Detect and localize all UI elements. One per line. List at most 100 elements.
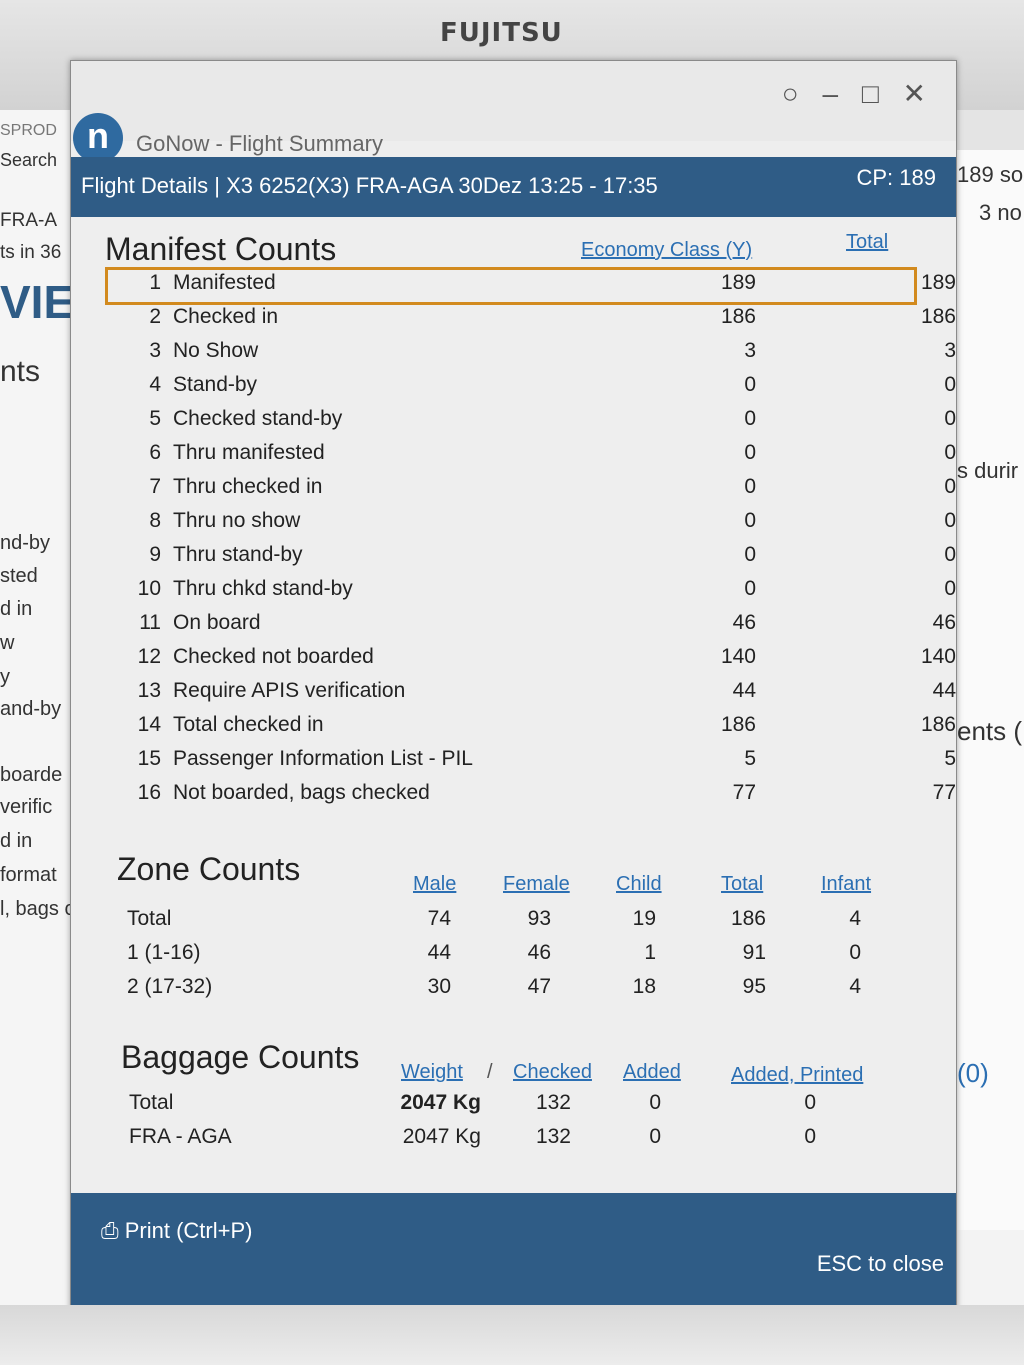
- bg-text: 3 no: [979, 200, 1022, 225]
- total-value: 77: [932, 781, 956, 804]
- economy-value: 0: [744, 407, 756, 430]
- zone-infant: 4: [849, 975, 861, 998]
- row-number: 13: [137, 679, 161, 702]
- col-total: Total: [846, 231, 889, 253]
- zone-row-label: Total: [127, 907, 172, 930]
- row-label: Thru manifested: [173, 441, 325, 464]
- manifest-row[interactable]: 2 Checked in 186 186: [131, 305, 956, 337]
- baggage-title: Baggage Counts: [121, 1039, 360, 1075]
- col-added-printed: Added, Printed: [731, 1064, 864, 1086]
- printer-icon: ⎙: [101, 1218, 119, 1243]
- row-label: Thru chkd stand-by: [173, 577, 353, 600]
- bg-text: d in: [0, 598, 33, 620]
- cp-count: CP: 189: [856, 165, 937, 190]
- bg-text: verific: [0, 796, 53, 818]
- total-value: 0: [944, 509, 956, 532]
- row-label: Passenger Information List - PIL: [173, 747, 473, 770]
- bg-text: SPROD: [0, 122, 57, 139]
- economy-value: 140: [720, 645, 756, 668]
- title-bar: n GoNow - Flight Summary ○ – □ ✕: [71, 61, 956, 163]
- esc-close-hint[interactable]: ESC to close: [816, 1251, 944, 1276]
- manifest-row[interactable]: 14 Total checked in 186 186: [131, 713, 956, 745]
- app-logo-icon: n: [73, 113, 123, 163]
- row-label: Total checked in: [173, 713, 324, 736]
- zone-male: 30: [427, 975, 451, 998]
- row-number: 9: [149, 543, 161, 566]
- bg-text: FRA-A: [0, 210, 57, 231]
- row-number: 1: [149, 271, 161, 294]
- economy-value: 186: [720, 713, 756, 736]
- economy-value: 5: [744, 747, 756, 770]
- col-added: Added: [623, 1061, 681, 1083]
- row-number: 2: [149, 305, 161, 328]
- economy-value: 3: [744, 339, 756, 362]
- baggage-printed: 0: [804, 1091, 816, 1114]
- manifest-row[interactable]: 5 Checked stand-by 0 0: [131, 407, 956, 439]
- manifest-row[interactable]: 15 Passenger Information List - PIL 5 5: [131, 747, 956, 779]
- baggage-checked: 132: [535, 1125, 571, 1148]
- economy-value: 44: [732, 679, 756, 702]
- economy-value: 77: [732, 781, 756, 804]
- manifest-row[interactable]: 13 Require APIS verification 44 44: [131, 679, 956, 711]
- manifest-row[interactable]: 1 Manifested 189 189: [131, 271, 956, 303]
- zone-child: 1: [644, 941, 656, 964]
- manifest-row[interactable]: 6 Thru manifested 0 0: [131, 441, 956, 473]
- print-label: Print (Ctrl+P): [124, 1218, 253, 1243]
- row-number: 6: [149, 441, 161, 464]
- manifest-row[interactable]: 8 Thru no show 0 0: [131, 509, 956, 541]
- background-left-panel: SPROD Search FRA-A ts in 36 VIE nts nd-b…: [0, 110, 70, 1305]
- manifest-row[interactable]: 9 Thru stand-by 0 0: [131, 543, 956, 575]
- bg-text: ents (: [957, 716, 1023, 746]
- total-value: 44: [932, 679, 956, 702]
- total-value: 46: [932, 611, 956, 634]
- row-label: Checked not boarded: [173, 645, 374, 668]
- zone-female: 93: [527, 907, 551, 930]
- economy-value: 186: [720, 305, 756, 328]
- bg-text: and-by: [0, 698, 62, 720]
- zone-child: 18: [632, 975, 656, 998]
- print-button[interactable]: ⎙ Print (Ctrl+P): [101, 1218, 252, 1244]
- zone-title: Zone Counts: [117, 851, 301, 887]
- zone-total: 95: [742, 975, 766, 998]
- flight-summary-dialog: n GoNow - Flight Summary ○ – □ ✕ Flight …: [70, 60, 957, 1312]
- row-label: Thru checked in: [173, 475, 323, 498]
- bg-text: s durir: [957, 458, 1019, 483]
- col-female: Female: [503, 873, 570, 895]
- col-checked: Checked: [513, 1061, 592, 1083]
- selected-row-highlight: [105, 267, 917, 305]
- total-value: 0: [944, 475, 956, 498]
- col-infant: Infant: [821, 873, 872, 895]
- total-value: 0: [944, 577, 956, 600]
- bg-text: format: [0, 864, 57, 886]
- row-label: Manifested: [173, 271, 276, 294]
- economy-value: 0: [744, 543, 756, 566]
- row-label: On board: [173, 611, 261, 634]
- manifest-row[interactable]: 10 Thru chkd stand-by 0 0: [131, 577, 956, 609]
- monitor-bottom-bezel: [0, 1305, 1024, 1365]
- manifest-title: Manifest Counts: [105, 231, 337, 267]
- row-number: 16: [137, 781, 161, 804]
- flight-header: Flight Details | X3 6252(X3) FRA-AGA 30D…: [71, 157, 956, 217]
- row-number: 12: [137, 645, 161, 668]
- row-number: 3: [149, 339, 161, 362]
- total-value: 186: [920, 713, 956, 736]
- baggage-weight: 2047 Kg: [402, 1125, 481, 1148]
- zone-child: 19: [632, 907, 656, 930]
- app-title: GoNow - Flight Summary: [136, 131, 383, 156]
- bg-text: boarde: [0, 764, 63, 786]
- baggage-added: 0: [649, 1125, 661, 1148]
- baggage-row-label: Total: [129, 1091, 174, 1114]
- total-value: 140: [920, 645, 956, 668]
- manifest-row[interactable]: 3 No Show 3 3: [131, 339, 956, 371]
- bg-text: Search: [0, 150, 58, 170]
- manifest-row[interactable]: 7 Thru checked in 0 0: [131, 475, 956, 507]
- row-label: No Show: [173, 339, 259, 362]
- window-controls[interactable]: ○ – □ ✕: [781, 78, 934, 109]
- manifest-row[interactable]: 16 Not boarded, bags checked 77 77: [131, 781, 956, 813]
- row-number: 4: [149, 373, 161, 396]
- zone-infant: 4: [849, 907, 861, 930]
- manifest-row[interactable]: 11 On board 46 46: [131, 611, 956, 643]
- total-value: 3: [944, 339, 956, 362]
- manifest-row[interactable]: 4 Stand-by 0 0: [131, 373, 956, 405]
- manifest-row[interactable]: 12 Checked not boarded 140 140: [131, 645, 956, 677]
